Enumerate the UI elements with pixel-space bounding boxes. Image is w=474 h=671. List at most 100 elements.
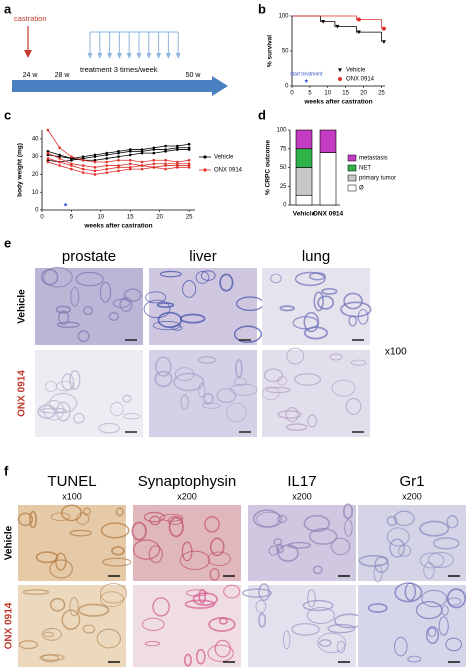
weight-point [105,157,109,160]
weight-point [187,166,191,169]
y-tick-label: 0 [285,84,289,90]
tissue-texture [321,287,338,295]
tissue-texture [279,305,295,312]
tissue-texture [233,325,263,343]
tissue-texture [22,589,50,595]
x-tick-label: 5 [70,215,74,221]
weight-point [176,166,179,169]
weight-point [46,151,50,155]
tissue-texture [407,655,422,663]
tissue-texture [404,582,417,601]
tissue-texture [56,321,80,329]
panel-label: a [4,1,12,16]
treatment-arrow-head [97,53,103,59]
tissue-texture [445,637,463,652]
weight-point [70,158,73,162]
bar-segment [319,152,337,206]
weight-point [140,167,144,171]
weight-point [187,158,191,162]
tissue-texture [330,537,351,556]
tissue-texture [344,519,353,537]
weight-point [117,158,120,162]
tissue-texture [152,321,182,331]
weight-point [164,150,167,153]
tissue-texture [99,591,124,608]
weight-point [81,171,85,174]
legend-label: ONX 0914 [214,168,243,174]
tissue-texture [350,359,367,366]
tissue-texture [73,412,85,424]
tissue-texture [307,589,316,608]
tissue-texture [98,422,120,434]
tissue-texture [318,639,332,647]
weight-point [81,158,85,162]
micrograph [149,350,257,437]
weight-point [93,160,97,164]
weight-point [70,162,73,166]
weight-point [70,157,73,160]
weight-point [81,157,85,160]
tissue-texture [141,617,165,631]
tissue-texture [35,551,59,564]
tissue-texture [209,568,220,581]
legend-marker [338,68,342,72]
tissue-texture [348,315,357,327]
y-tick-label: 40 [32,136,39,142]
x-tick-label: Vehicle [293,211,316,218]
weight-point [140,148,144,151]
tissue-texture [258,612,267,628]
tissue-texture [226,402,247,423]
x-tick-label: 20 [360,91,367,97]
tissue-texture [294,271,326,287]
tissue-texture [394,636,408,657]
y-axis-title: % CRPC outcome [265,140,272,195]
tissue-texture [55,381,75,392]
tissue-texture [75,271,104,287]
tissue-texture [49,597,66,612]
treatment-arrow-head [126,53,132,59]
legend-label: metastasis [359,156,388,162]
panel-label: f [4,463,9,478]
tissue-texture [308,527,338,545]
tissue-texture [277,410,302,419]
tissue-texture [358,554,389,567]
weight-point [164,144,167,148]
tissue-texture [393,510,415,527]
castration-arrow-head [24,50,32,58]
treatment-start-marker [63,202,68,207]
tissue-texture [302,599,334,612]
treatment-arrows [87,32,181,59]
tissue-texture [208,617,236,632]
tissue-texture [273,538,283,546]
tissue-texture [306,606,335,625]
weight-point [164,167,167,171]
tissue-texture [303,326,328,340]
treatment-label: treatment 3 times/week [80,65,158,74]
survival-curve [292,15,382,42]
tissue-texture [115,507,124,517]
legend-label: Vehicle [214,155,234,161]
tissue-texture [143,511,166,523]
tissue-texture [195,271,210,284]
treatment-arrow-head [87,53,93,59]
tissue-texture [331,379,356,397]
column-title: lung [302,248,330,265]
tissue-texture [345,397,362,415]
weight-point [117,169,120,173]
weight-point [81,167,85,171]
tissue-texture [276,544,284,554]
tissue-texture [182,280,197,298]
tissue-texture [327,623,356,634]
tissue-texture [29,510,38,529]
weight-point [58,155,61,158]
treatment-arrow-head [136,53,142,59]
tissue-texture [17,512,34,527]
timeline-arrow [12,76,228,96]
tissue-texture [183,653,192,667]
tissue-texture [216,388,237,404]
survival-curve [292,15,382,29]
tissue-texture [427,627,437,637]
tissue-texture [123,413,141,420]
tissue-texture [180,394,190,410]
